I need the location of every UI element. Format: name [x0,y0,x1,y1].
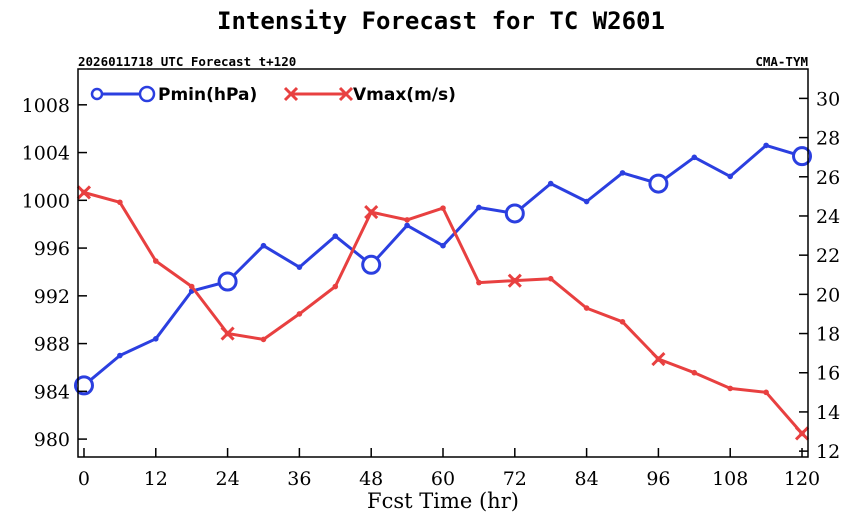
vmax-x-marker [76,185,92,200]
chart-subtitle-right: CMA-TYM [755,54,808,69]
series-point [619,170,626,176]
series-point [296,311,303,317]
series-point [440,242,446,249]
x-tick-label: 12 [144,468,168,490]
plot-frame [77,68,809,458]
pmin-circle-marker [217,271,238,292]
series-line-0 [83,143,803,387]
vmax-x-marker [507,273,522,288]
series-point [727,385,734,392]
series-point [260,242,267,249]
chart-title: Intensity Forecast for TC W2601 [217,7,665,35]
series-point [404,217,410,223]
x-tick-label: 96 [646,468,670,490]
y-right-tick-label: 18 [816,324,840,346]
pmin-circle-marker [73,375,94,396]
series-point [117,199,123,206]
legend-vmax-marker-left [283,86,299,102]
series-point [332,233,339,239]
vmax-x-marker [794,426,810,441]
series-point [547,180,554,187]
y-left-tick-label: 980 [34,429,70,451]
series-point [476,204,482,211]
series-point [260,336,267,343]
y-left-tick-label: 1004 [22,143,70,165]
y-right-tick-label: 12 [816,441,840,463]
y-right-tick-label: 16 [816,363,840,385]
legend-pmin-marker-right [138,85,156,103]
vmax-x-marker [651,351,666,367]
series-point [332,283,339,290]
legend-pmin-marker-left [90,87,104,101]
pmin-circle-marker [792,146,813,167]
series-layer [73,142,813,441]
axis-layer: 0 12 24 36 48 60 72 84 96 108 120 980 984 988 992 996 10… [22,88,841,490]
series-point [727,173,734,180]
series-point [440,205,446,211]
x-axis-label: Fcst Time (hr) [367,489,519,513]
x-tick-label: 60 [431,468,455,490]
y-right-tick-label: 26 [816,167,840,189]
y-left-tick-label: 1008 [22,95,70,117]
vmax-x-marker [364,204,379,220]
series-point [152,258,159,264]
x-tick-label: 84 [575,468,599,490]
pmin-circle-marker [361,254,382,275]
y-right-tick-label: 24 [816,206,840,228]
series-point [691,154,698,161]
series-point [583,198,590,205]
series-point [188,283,195,290]
pmin-circle-marker [504,203,525,224]
y-left-tick-label: 988 [34,334,70,356]
legend-vmax-label: Vmax(m/s) [353,85,456,105]
series-point [476,279,482,286]
x-tick-label: 24 [215,468,239,490]
vmax-x-marker [220,326,235,341]
series-point [117,352,123,359]
series-point [763,389,769,396]
y-right-tick-label: 30 [816,88,840,110]
series-point [547,275,554,282]
legend-pmin-label: Pmin(hPa) [158,85,257,105]
series-point [619,318,626,325]
y-right-tick-label: 14 [816,402,840,424]
y-right-tick-label: 28 [816,128,840,150]
legend: Pmin(hPa) Vmax(m/s) [90,85,456,105]
chart-subtitle-left: 2026011718 UTC Forecast t+120 [78,54,296,69]
series-point [404,222,410,229]
y-right-tick-label: 20 [816,284,840,306]
x-tick-label: 72 [503,468,527,490]
x-tick-label: 48 [359,468,383,490]
y-left-tick-label: 984 [34,381,70,403]
x-tick-label: 0 [78,468,90,490]
series-point [691,369,698,376]
series-point [583,305,590,311]
x-tick-label: 108 [712,468,748,490]
y-left-tick-label: 992 [34,286,70,308]
x-tick-label: 36 [287,468,311,490]
series-point [763,142,769,149]
pmin-circle-marker [648,173,669,194]
y-right-tick-label: 22 [816,245,840,267]
y-left-tick-label: 996 [34,238,70,260]
y-left-tick-label: 1000 [22,190,70,212]
x-tick-label: 120 [784,468,820,490]
series-line-1 [83,191,804,435]
series-point [152,336,159,342]
legend-vmax-marker-right [338,86,354,102]
series-point [296,264,303,270]
